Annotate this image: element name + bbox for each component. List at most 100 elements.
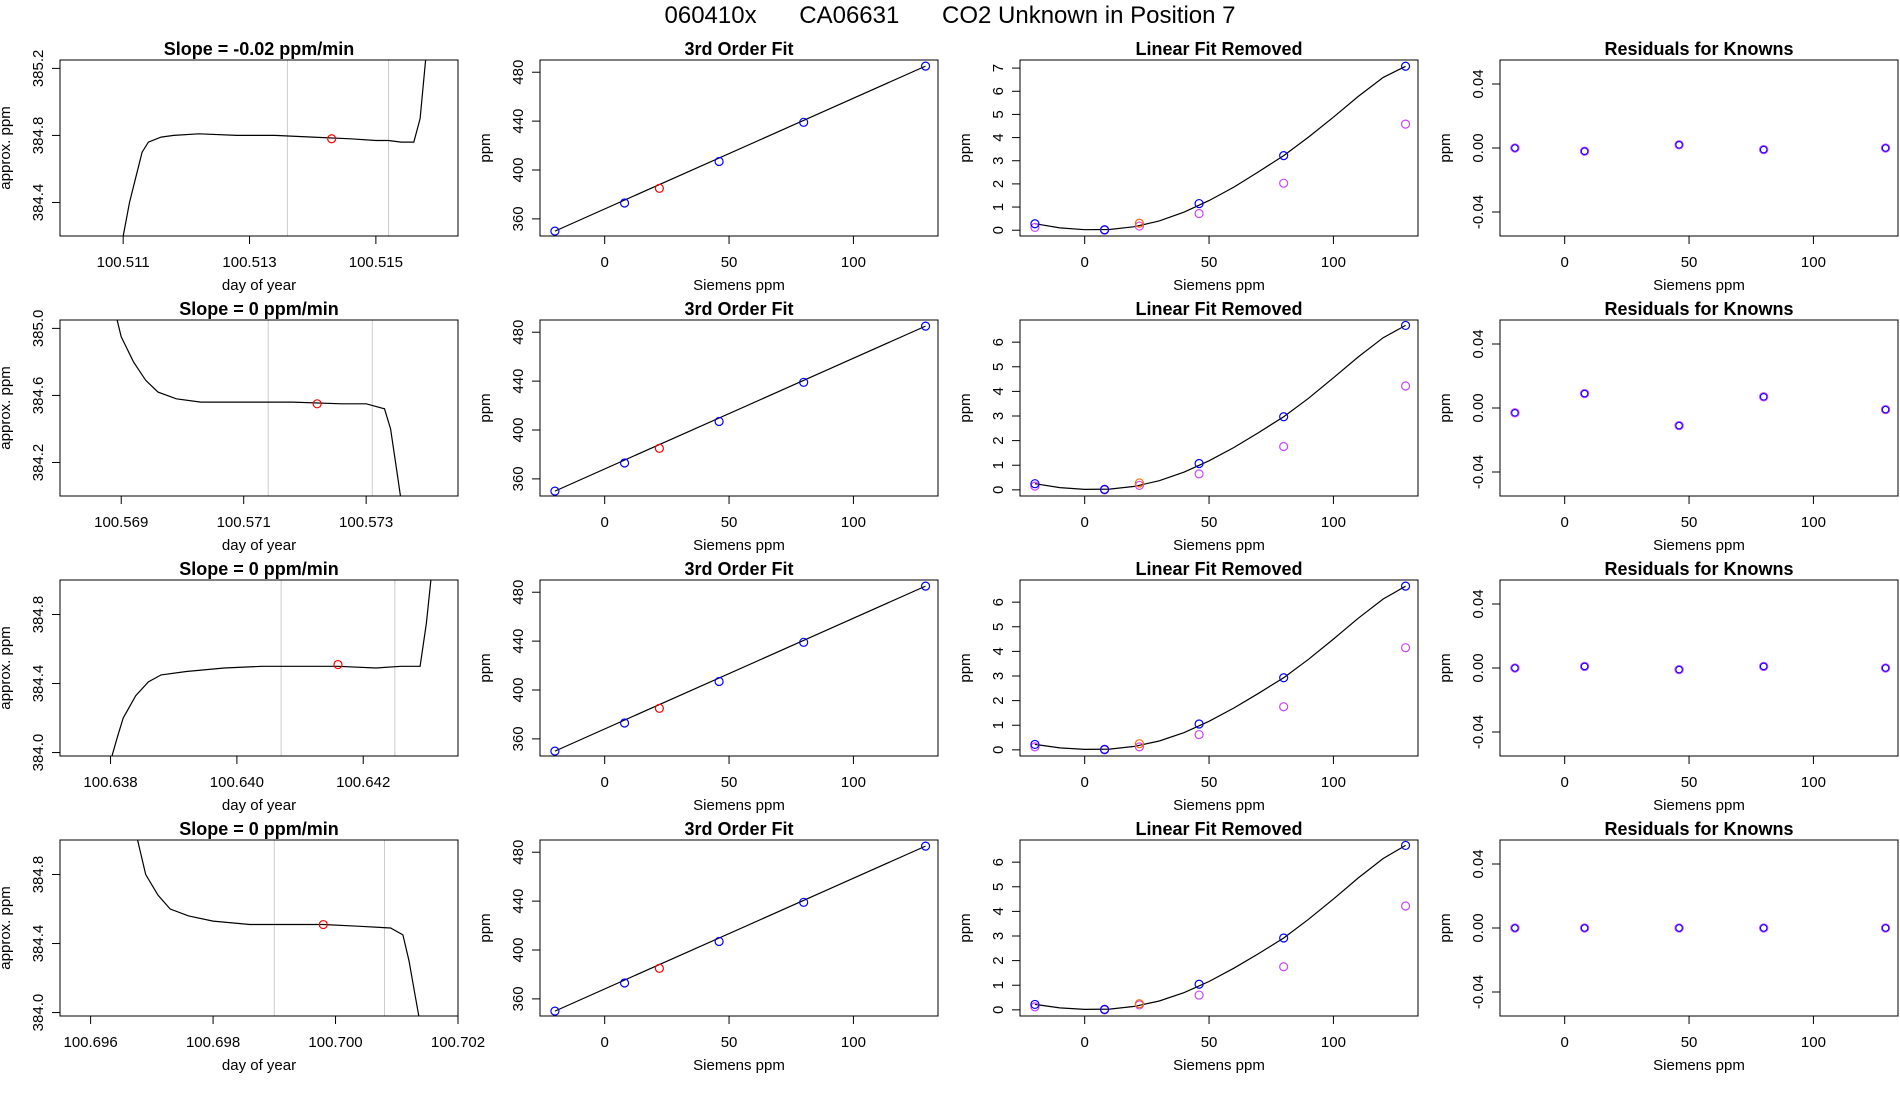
x-tick-label: 50	[721, 1034, 738, 1051]
subplot-4-2: 3rd Order Fit Siemens ppm ppm 0 50 100 360 400 4…	[477, 819, 939, 1074]
plot-frame	[59, 839, 459, 1017]
known-point	[799, 637, 809, 647]
y-tick-label: 0	[990, 226, 1007, 234]
x-tick-label: 100	[841, 774, 866, 791]
known-point	[619, 718, 630, 728]
plot-frame	[1499, 59, 1899, 237]
subplot-1-2: 3rd Order Fit Siemens ppm ppm 0 50 100 360 400 4…	[477, 39, 939, 294]
plot-title: Slope = 0 ppm/min	[179, 299, 339, 319]
x-axis-label: Siemens ppm	[1653, 1057, 1745, 1074]
unknown-point	[654, 183, 665, 193]
fit-line	[554, 325, 926, 492]
known-point	[799, 117, 809, 127]
known-point	[1400, 61, 1411, 71]
plot-frame	[1499, 319, 1899, 497]
x-tick-label: 100	[1801, 514, 1826, 531]
y-tick-label: -0.04	[1470, 195, 1487, 229]
x-tick-label: 50	[1201, 254, 1218, 271]
residual-point	[1759, 923, 1769, 933]
subplot-3-3: Linear Fit Removed Siemens ppm ppm 0 50 100 0 1…	[957, 559, 1419, 814]
known-point	[550, 1006, 560, 1016]
plot-frame	[1019, 319, 1419, 497]
y-tick-label: 3	[990, 412, 1007, 420]
y-tick-label: 1	[990, 721, 1007, 729]
y-tick-label: 385.0	[30, 310, 47, 348]
y-tick-label: 0.04	[1470, 849, 1487, 878]
x-tick-label: 100.642	[336, 774, 390, 791]
y-tick-label: 480	[510, 60, 527, 85]
x-axis-label: Siemens ppm	[1173, 537, 1265, 554]
y-tick-label: 0.00	[1470, 913, 1487, 942]
plot-frame	[59, 59, 459, 237]
y-tick-label: 384.4	[30, 184, 47, 222]
residual-point	[1579, 923, 1590, 933]
x-tick-label: 50	[1201, 514, 1218, 531]
residual-point-inner	[1675, 924, 1683, 932]
y-tick-label: 0.04	[1470, 69, 1487, 98]
subplot-2-3: Linear Fit Removed Siemens ppm ppm 0 50 100 0 1…	[957, 299, 1419, 554]
y-tick-label: 384.6	[30, 377, 47, 415]
subplot-3-2: 3rd Order Fit Siemens ppm ppm 0 50 100 360 400 4…	[477, 559, 939, 814]
secondary-point	[1279, 702, 1289, 712]
plot-title: Linear Fit Removed	[1135, 299, 1302, 319]
x-tick-label: 100	[841, 514, 866, 531]
plot-frame	[539, 59, 939, 237]
y-tick-label: 1	[990, 203, 1007, 211]
y-axis-label: ppm	[1437, 133, 1454, 162]
residual-point-inner	[1511, 144, 1519, 152]
secondary-point	[1279, 441, 1289, 452]
y-tick-label: 440	[510, 629, 527, 654]
plot-frame	[539, 319, 939, 497]
x-axis-label: Siemens ppm	[693, 537, 785, 554]
residual-point	[1674, 140, 1684, 150]
plot-title: Slope = 0 ppm/min	[179, 819, 339, 839]
x-tick-label: 0	[1561, 254, 1569, 271]
known-point	[1194, 458, 1204, 469]
subplot-2-4: Residuals for Knowns Siemens ppm ppm 0 50 100…	[1437, 299, 1899, 554]
unknown-point	[1134, 739, 1145, 749]
plot-title: 3rd Order Fit	[684, 559, 793, 579]
subplot-4-4: Residuals for Knowns Siemens ppm ppm 0 50 100…	[1437, 819, 1899, 1074]
known-point	[1279, 151, 1289, 161]
known-point	[1279, 412, 1289, 422]
x-tick-label: 0	[1081, 774, 1089, 791]
residual-point-inner	[1511, 664, 1519, 672]
known-point	[1030, 219, 1040, 229]
residual-point	[1759, 661, 1769, 672]
x-tick-label: 0	[601, 254, 609, 271]
known-point	[550, 746, 560, 756]
x-tick-label: 0	[1561, 514, 1569, 531]
x-axis-label: day of year	[222, 1057, 296, 1074]
secondary-point	[1400, 119, 1411, 129]
secondary-point	[1134, 480, 1145, 491]
y-tick-label: 1	[990, 461, 1007, 469]
residual-point	[1674, 420, 1684, 431]
subplot-1-3: Linear Fit Removed Siemens ppm ppm 0 50 100 0 1…	[957, 39, 1419, 294]
y-tick-label: 440	[510, 109, 527, 134]
y-tick-label: 385.2	[30, 50, 47, 88]
residual-point	[1579, 146, 1590, 156]
unknown-point	[1134, 999, 1145, 1009]
known-point	[1030, 739, 1040, 750]
y-tick-label: 0.04	[1470, 329, 1487, 358]
residual-point-inner	[1580, 389, 1589, 398]
plot-title: 3rd Order Fit	[684, 39, 793, 59]
known-point	[1194, 719, 1204, 729]
plot-frame	[1019, 839, 1419, 1017]
y-tick-label: 6	[990, 87, 1007, 95]
subplot-2-1: Slope = 0 ppm/min day of year approx. ppm 1…	[0, 299, 459, 554]
residual-point-inner	[1580, 924, 1589, 932]
plot-area	[1510, 140, 1891, 156]
x-tick-label: 100	[1321, 1034, 1346, 1051]
x-axis-label: Siemens ppm	[693, 797, 785, 814]
y-tick-label: 4	[990, 387, 1007, 395]
plot-title: Slope = 0 ppm/min	[179, 559, 339, 579]
x-tick-label: 50	[721, 254, 738, 271]
y-tick-label: 7	[990, 64, 1007, 72]
x-tick-label: 0	[1081, 254, 1089, 271]
plot-area	[111, 580, 432, 756]
y-tick-label: 6	[990, 858, 1007, 866]
plot-area	[1030, 61, 1411, 235]
y-tick-label: 2	[990, 696, 1007, 704]
known-point	[550, 226, 560, 236]
